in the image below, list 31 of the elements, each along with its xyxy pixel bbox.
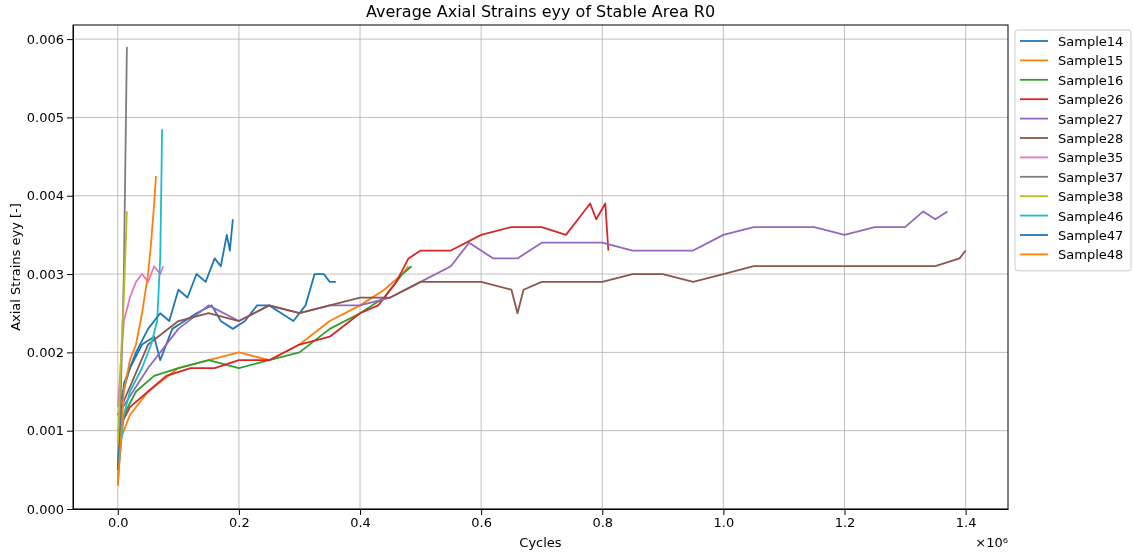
chart-title: Average Axial Strains eyy of Stable Area R0 bbox=[365, 2, 716, 21]
x-tick-label: 0.8 bbox=[592, 515, 614, 531]
y-tick-label: 0.000 bbox=[26, 501, 64, 517]
legend-label: Sample35 bbox=[1058, 150, 1124, 166]
y-tick-label: 0.003 bbox=[26, 266, 64, 282]
y-tick-label: 0.001 bbox=[26, 423, 64, 439]
x-tick-label: 1.2 bbox=[834, 515, 856, 531]
legend-label: Sample46 bbox=[1058, 208, 1124, 224]
x-tick-label: 1.4 bbox=[955, 515, 977, 531]
x-tick-label: 1.0 bbox=[713, 515, 735, 531]
y-tick-label: 0.006 bbox=[26, 31, 64, 47]
y-axis-title: Axial Strains eyy [-] bbox=[8, 203, 23, 331]
legend-label: Sample27 bbox=[1058, 111, 1124, 127]
x-tick-label: 0.6 bbox=[471, 515, 492, 531]
legend-label: Sample14 bbox=[1058, 34, 1124, 49]
y-tick-label: 0.005 bbox=[26, 110, 64, 126]
x-tick-label: 0.4 bbox=[350, 515, 371, 531]
y-tick-label: 0.002 bbox=[26, 345, 64, 361]
legend-label: Sample38 bbox=[1058, 189, 1124, 205]
x-axis-title: Cycles bbox=[519, 535, 562, 550]
legend-label: Sample16 bbox=[1058, 72, 1124, 88]
legend-label: Sample37 bbox=[1058, 169, 1124, 185]
x-tick-label: 0.2 bbox=[229, 515, 250, 531]
y-tick-label: 0.004 bbox=[26, 188, 64, 204]
text: ×10⁶ bbox=[975, 535, 1008, 550]
legend-label: Sample28 bbox=[1058, 131, 1124, 146]
x-tick-label: 0.0 bbox=[107, 515, 129, 531]
legend-label: Sample26 bbox=[1058, 92, 1124, 108]
legend-label: Sample47 bbox=[1058, 228, 1124, 243]
legend-label: Sample15 bbox=[1058, 53, 1124, 69]
legend-label: Sample48 bbox=[1058, 247, 1124, 263]
